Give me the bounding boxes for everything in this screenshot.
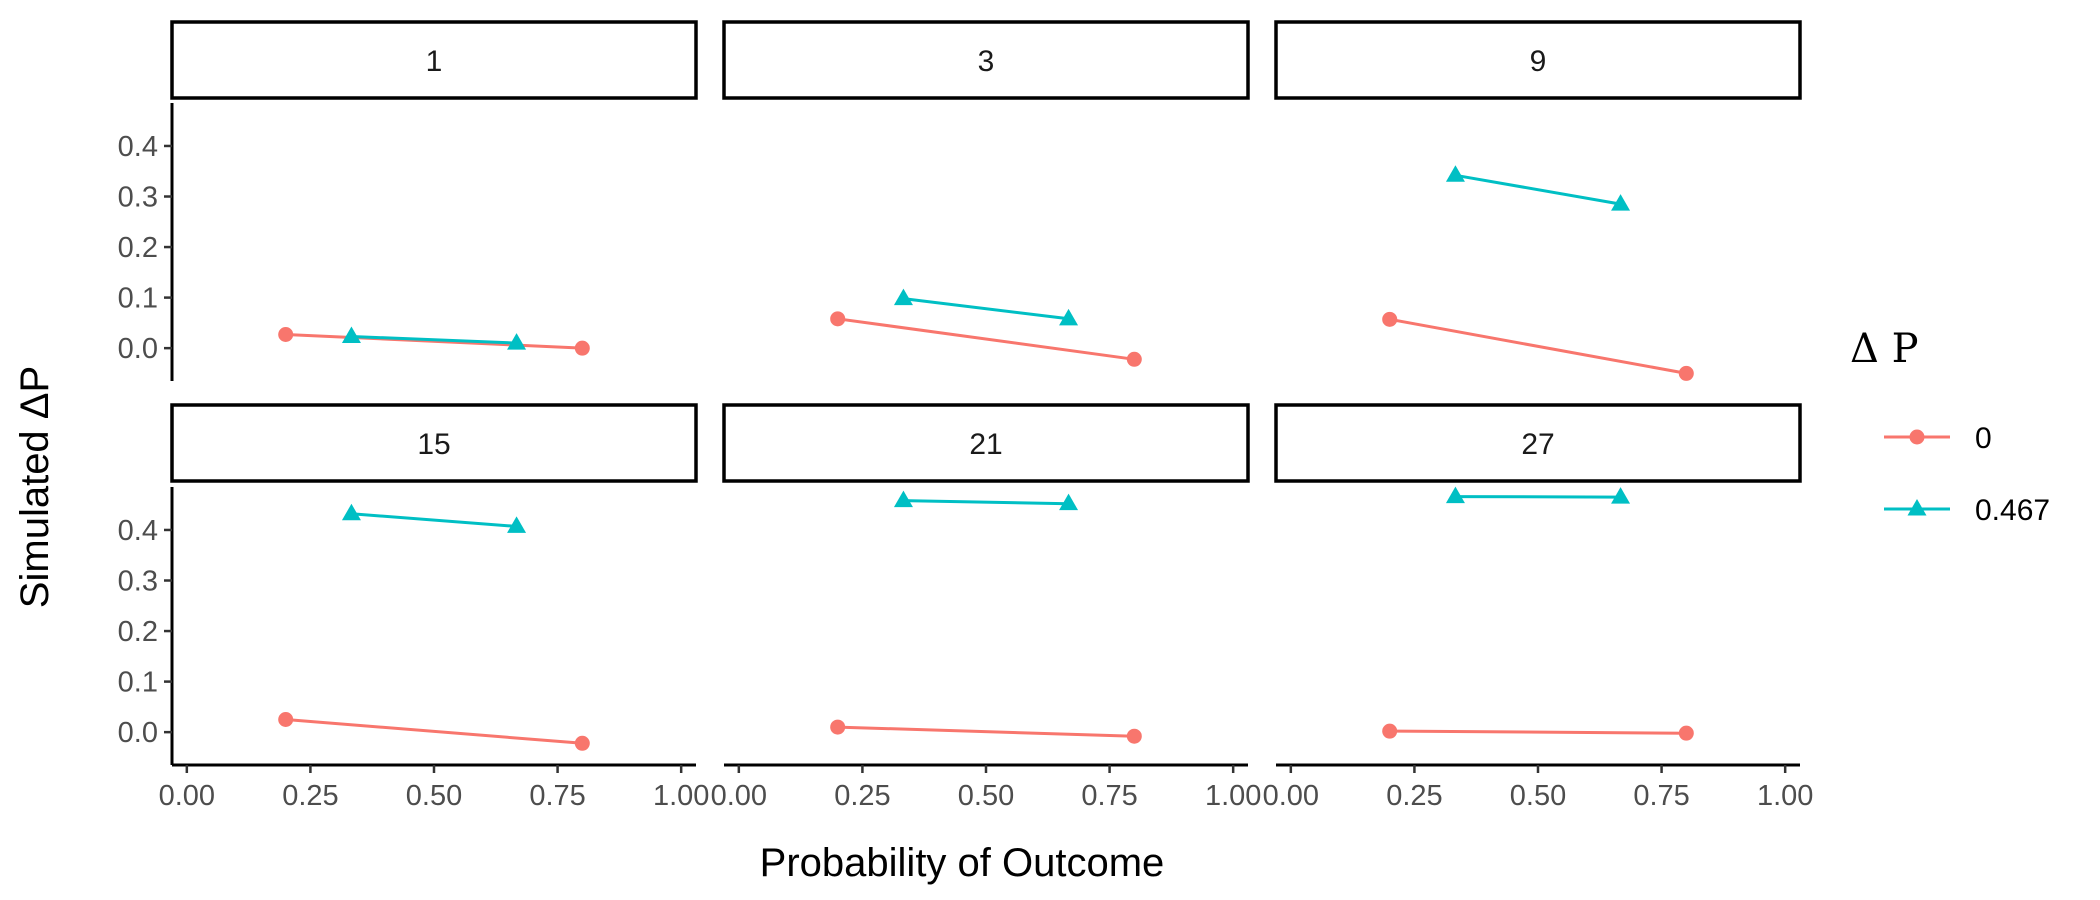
data-point <box>278 326 294 342</box>
data-point <box>1678 365 1694 381</box>
data-point <box>507 516 527 533</box>
legend-title: Δ P <box>1850 326 1919 372</box>
x-axis: 0.00 0.25 0.50 0.75 1.00 <box>1263 763 1813 812</box>
data-point <box>1445 486 1465 504</box>
data-point <box>278 712 294 728</box>
y-tick-label: 0.1 <box>118 283 158 315</box>
data-point <box>341 503 361 521</box>
data-point <box>341 326 361 344</box>
y-tick-label: 0.3 <box>118 182 158 214</box>
series-line-dp-0467 <box>1455 173 1621 206</box>
legend-label: 0.467 <box>1975 494 2050 527</box>
x-axis: 0.00 0.25 0.50 0.75 1.00 <box>711 763 1261 812</box>
y-tick-label: 0.2 <box>118 232 158 264</box>
data-point <box>893 490 913 508</box>
series-line-dp-0467 <box>1455 495 1621 499</box>
x-axis-title: Probability of Outcome <box>760 841 1165 885</box>
series-line-dp-0467 <box>903 499 1069 506</box>
facet-strip-label: 1 <box>426 45 443 78</box>
data-point <box>1059 308 1079 326</box>
facet-strip-label: 27 <box>1521 428 1554 461</box>
facet-strip-label: 3 <box>978 45 995 78</box>
panel-15: 15 0.0 0.1 0.2 0.3 0.4 <box>118 403 698 765</box>
series-line-dp-0467 <box>351 512 517 528</box>
facet-strip <box>1274 20 1802 100</box>
x-tick-label: 0.25 <box>282 780 338 812</box>
facet-strip <box>170 403 698 483</box>
data-point <box>507 333 527 350</box>
data-point <box>1382 311 1398 327</box>
y-tick-label: 0.1 <box>118 667 158 699</box>
data-point <box>893 288 913 306</box>
series-line-dp-0 <box>1389 729 1687 735</box>
x-axes-layer: 0.00 0.25 0.50 0.75 1.00 0.00 0.25 0.50 0.75 1.00… <box>159 763 1813 812</box>
x-tick-label: 1.00 <box>1205 780 1261 812</box>
x-tick-label: 0.25 <box>1386 780 1442 812</box>
data-point <box>1611 487 1631 504</box>
data-point <box>830 311 846 327</box>
data-point <box>830 719 846 735</box>
x-tick-label: 0.75 <box>1081 780 1137 812</box>
data-point <box>574 735 590 751</box>
legend-label: 0 <box>1975 422 1992 455</box>
x-tick-label: 0.50 <box>1510 780 1566 812</box>
data-point <box>1382 723 1398 739</box>
y-tick-label: 0.4 <box>118 515 158 547</box>
panel-1: 1 0.0 0.1 0.2 0.3 0.4 <box>118 20 698 381</box>
facet-strip <box>722 20 1250 100</box>
legend-item-dp-0: 0 <box>1884 422 1992 455</box>
legend: Δ P 0 0.467 <box>1850 326 2050 527</box>
panel-9: 9 <box>1274 20 1802 381</box>
series-line-dp-0467 <box>903 297 1069 321</box>
facet-strip <box>722 403 1250 483</box>
data-point <box>574 340 590 356</box>
x-tick-label: 1.00 <box>1757 780 1813 812</box>
y-axis-title: Simulated ΔP <box>13 366 57 608</box>
data-point <box>1126 728 1142 744</box>
panels-layer: 1 0.0 0.1 0.2 0.3 0.4 3 9 15 0.0 0.1 0.2 0.3 0.4 21 27 <box>118 20 1802 765</box>
data-point <box>1611 194 1631 211</box>
x-tick-label: 0.50 <box>958 780 1014 812</box>
series-line-dp-0 <box>837 317 1135 361</box>
legend-item-dp-0467: 0.467 <box>1884 494 2050 527</box>
y-tick-label: 0.0 <box>118 717 158 749</box>
x-tick-label: 0.75 <box>1633 780 1689 812</box>
legend-key-marker <box>1909 429 1925 445</box>
facet-strip <box>170 20 698 100</box>
panel-21: 21 <box>722 403 1250 744</box>
x-tick-label: 1.00 <box>653 780 709 812</box>
data-point <box>1126 351 1142 367</box>
y-tick-label: 0.2 <box>118 616 158 648</box>
data-point <box>1445 165 1465 182</box>
facet-strip-label: 15 <box>417 428 450 461</box>
legend-key-marker <box>1907 499 1927 516</box>
data-point <box>1678 725 1694 741</box>
series-line-dp-0 <box>285 718 583 745</box>
facet-strip <box>1274 403 1802 483</box>
x-tick-label: 0.00 <box>159 780 215 812</box>
y-tick-label: 0.3 <box>118 566 158 598</box>
x-tick-label: 0.50 <box>406 780 462 812</box>
series-line-dp-0 <box>837 725 1135 738</box>
y-tick-label: 0.0 <box>118 333 158 365</box>
series-line-dp-0 <box>1389 317 1687 375</box>
x-tick-label: 0.75 <box>529 780 585 812</box>
series-line-dp-0467 <box>351 335 517 345</box>
x-tick-label: 0.00 <box>1263 780 1319 812</box>
panel-3: 3 <box>722 20 1250 367</box>
facet-strip-label: 21 <box>969 428 1002 461</box>
panel-27: 27 <box>1274 403 1802 741</box>
y-tick-label: 0.4 <box>118 131 158 163</box>
data-point <box>1059 493 1079 511</box>
x-tick-label: 0.25 <box>834 780 890 812</box>
x-tick-label: 0.00 <box>711 780 767 812</box>
facet-strip-label: 9 <box>1530 45 1547 78</box>
x-axis: 0.00 0.25 0.50 0.75 1.00 <box>159 763 709 812</box>
